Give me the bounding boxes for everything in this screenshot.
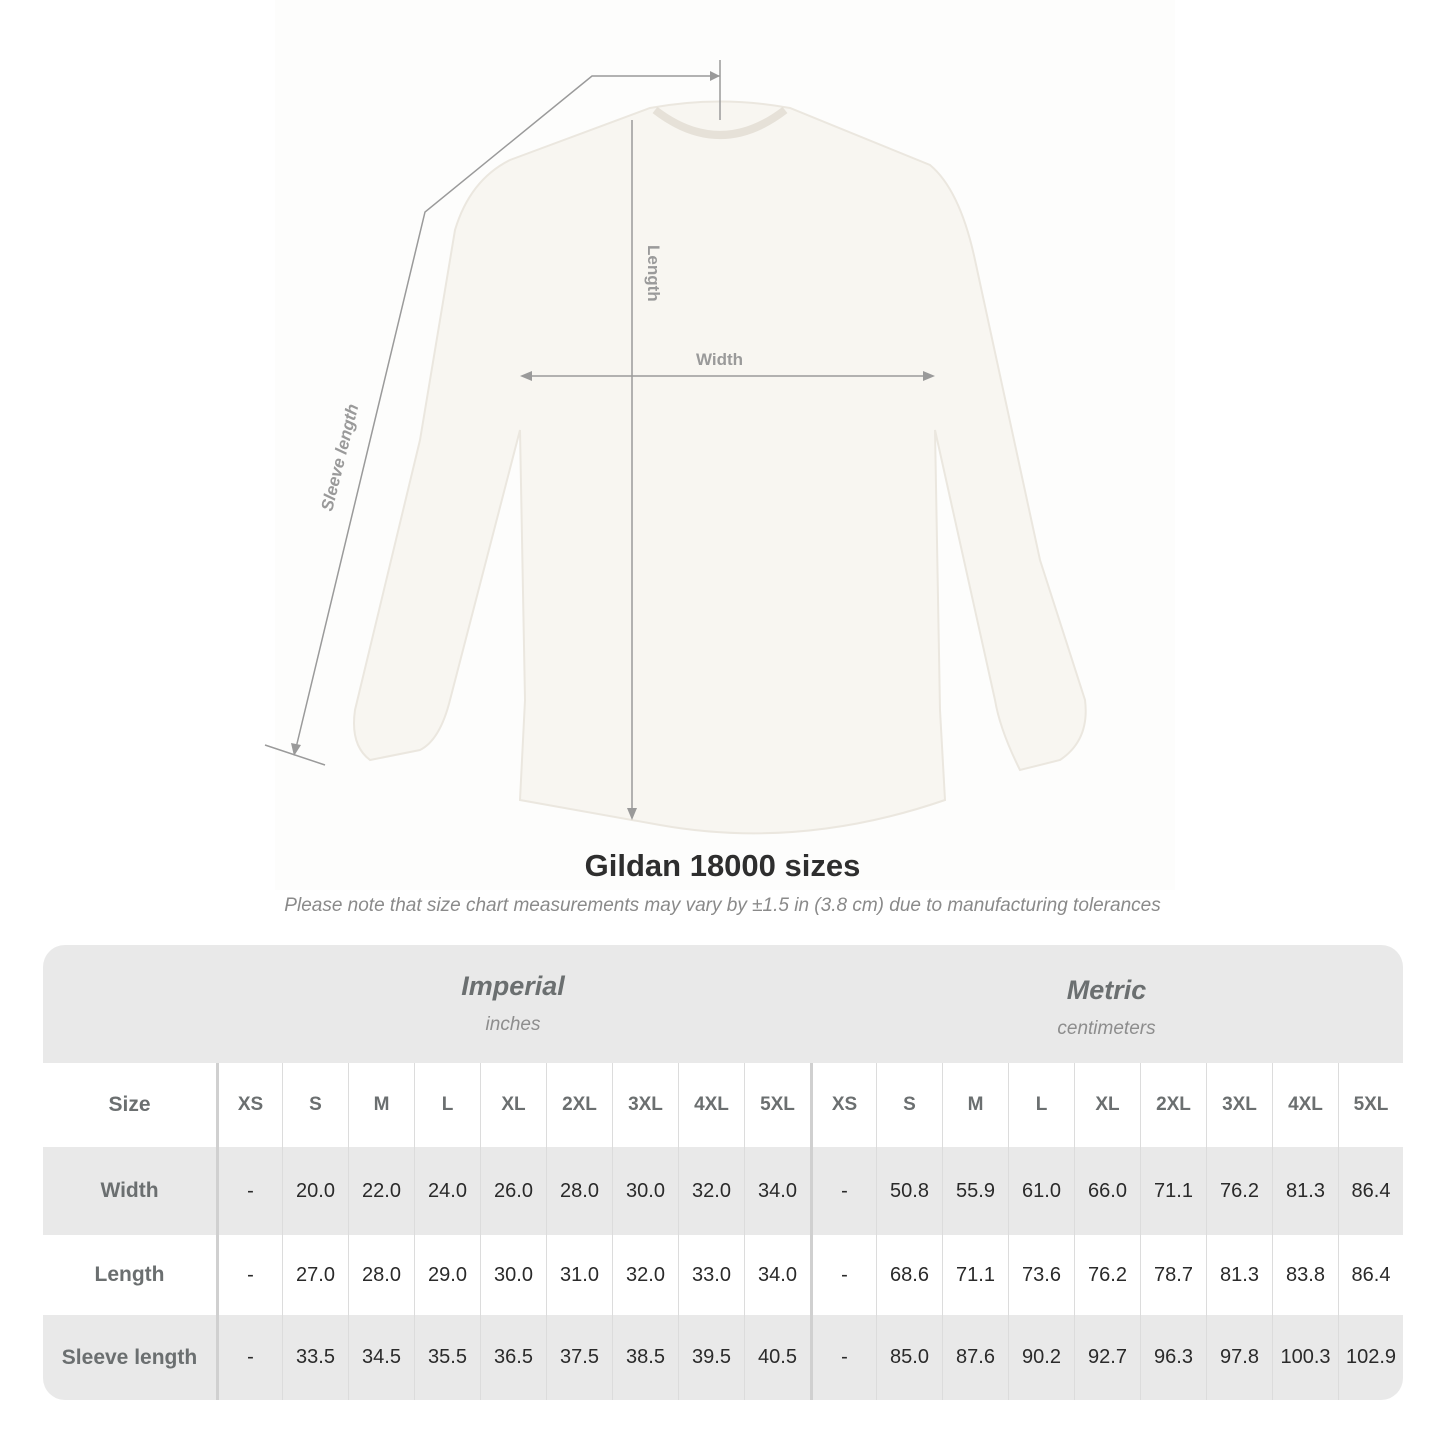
table-row: Length -27.0 28.0 29.0 30.0 31.0 32.0 33.0 34.0-… [43, 1235, 1403, 1315]
imperial-value-cell: 20.0 [282, 1147, 348, 1235]
table-row: Sleeve length -33.5 34.5 35.5 36.5 37.5 38.5 39… [43, 1315, 1403, 1400]
metric-value-cell: 81.3 [1272, 1147, 1338, 1235]
imperial-value-cell: - [216, 1235, 282, 1315]
metric-value-cell: 55.9 [942, 1147, 1008, 1235]
imperial-value-cell: 30.0 [480, 1235, 546, 1315]
imperial-unit: inches [485, 1014, 541, 1035]
imperial-size-header: S [282, 1063, 348, 1147]
metric-value-cell: 90.2 [1008, 1315, 1074, 1400]
metric-size-header: XS [810, 1063, 876, 1147]
imperial-size-header: 5XL [744, 1063, 810, 1147]
imperial-value-cell: 34.5 [348, 1315, 414, 1400]
metric-value-cell: 71.1 [1140, 1147, 1206, 1235]
metric-unit: centimeters [1057, 1018, 1156, 1039]
imperial-value-cell: 28.0 [546, 1147, 612, 1235]
metric-value-cell: 87.6 [942, 1315, 1008, 1400]
imperial-value-cell: 32.0 [678, 1147, 744, 1235]
imperial-value-cell: 35.5 [414, 1315, 480, 1400]
row-label: Sleeve length [61, 1345, 198, 1369]
metric-size-header: XL [1074, 1063, 1140, 1147]
metric-size-header: M [942, 1063, 1008, 1147]
metric-value-cell: - [810, 1315, 876, 1400]
metric-title: Metric [1066, 975, 1147, 1005]
metric-value-cell: 73.6 [1008, 1235, 1074, 1315]
chart-title: Gildan 18000 sizes [584, 848, 861, 883]
metric-value-cell: 81.3 [1206, 1235, 1272, 1315]
metric-header: Metric centimeters [810, 975, 1403, 1040]
size-header-row: Size XS S M L XL 2XL 3XL 4XL 5XL XS S M L XL 2XL 3XL 4XL 5… [43, 1063, 1403, 1147]
imperial-size-header: 4XL [678, 1063, 744, 1147]
imperial-header: Imperial inches [216, 971, 810, 1036]
imperial-value-cell: 39.5 [678, 1315, 744, 1400]
metric-value-cell: 76.2 [1074, 1235, 1140, 1315]
imperial-size-header: M [348, 1063, 414, 1147]
imperial-size-header: XS [216, 1063, 282, 1147]
metric-value-cell: 102.9 [1338, 1315, 1403, 1400]
metric-size-header: L [1008, 1063, 1074, 1147]
imperial-value-cell: 27.0 [282, 1235, 348, 1315]
metric-value-cell: 68.6 [876, 1235, 942, 1315]
imperial-value-cell: 29.0 [414, 1235, 480, 1315]
imperial-size-header: L [414, 1063, 480, 1147]
metric-value-cell: 71.1 [942, 1235, 1008, 1315]
length-label: Length [644, 245, 663, 302]
sweatshirt-image [353, 100, 1087, 835]
metric-value-cell: 76.2 [1206, 1147, 1272, 1235]
measure-lines [264, 60, 930, 815]
imperial-value-cell: 40.5 [744, 1315, 810, 1400]
imperial-value-cell: 33.0 [678, 1235, 744, 1315]
imperial-value-cell: 34.0 [744, 1235, 810, 1315]
imperial-value-cell: 30.0 [612, 1147, 678, 1235]
metric-value-cell: 61.0 [1008, 1147, 1074, 1235]
row-label: Length [94, 1263, 165, 1286]
imperial-value-cell: 37.5 [546, 1315, 612, 1400]
metric-value-cell: 85.0 [876, 1315, 942, 1400]
imperial-value-cell: 36.5 [480, 1315, 546, 1400]
imperial-value-cell: 24.0 [414, 1147, 480, 1235]
imperial-value-cell: 26.0 [480, 1147, 546, 1235]
imperial-value-cell: 28.0 [348, 1235, 414, 1315]
sweatshirt-diagram: Length Width Sleeve length [264, 60, 1087, 835]
metric-value-cell: 50.8 [876, 1147, 942, 1235]
metric-size-header: 5XL [1338, 1063, 1403, 1147]
metric-value-cell: 86.4 [1338, 1235, 1403, 1315]
imperial-size-header: XL [480, 1063, 546, 1147]
row-label: Size [108, 1093, 151, 1116]
imperial-value-cell: - [216, 1315, 282, 1400]
imperial-size-header: 3XL [612, 1063, 678, 1147]
metric-value-cell: 78.7 [1140, 1235, 1206, 1315]
unit-header-band: Imperial inches Metric centimeters [43, 945, 1403, 1063]
metric-value-cell: 96.3 [1140, 1315, 1206, 1400]
metric-value-cell: 92.7 [1074, 1315, 1140, 1400]
metric-size-header: S [876, 1063, 942, 1147]
imperial-value-cell: 31.0 [546, 1235, 612, 1315]
metric-value-cell: 66.0 [1074, 1147, 1140, 1235]
table-row: Width -20.0 22.0 24.0 26.0 28.0 30.0 32.0 34.0-5… [43, 1147, 1403, 1235]
metric-value-cell: 97.8 [1206, 1315, 1272, 1400]
metric-size-header: 4XL [1272, 1063, 1338, 1147]
metric-value-cell: - [810, 1147, 876, 1235]
metric-value-cell: 86.4 [1338, 1147, 1403, 1235]
imperial-title: Imperial [461, 971, 565, 1001]
imperial-value-cell: 34.0 [744, 1147, 810, 1235]
metric-value-cell: - [810, 1235, 876, 1315]
row-label: Width [100, 1179, 159, 1202]
imperial-value-cell: 38.5 [612, 1315, 678, 1400]
sleeve-arrow [294, 75, 720, 753]
metric-size-header: 2XL [1140, 1063, 1206, 1147]
imperial-value-cell: 33.5 [282, 1315, 348, 1400]
imperial-value-cell: - [216, 1147, 282, 1235]
imperial-value-cell: 32.0 [612, 1235, 678, 1315]
width-label: Width [696, 350, 743, 369]
imperial-size-header: 2XL [546, 1063, 612, 1147]
metric-size-header: 3XL [1206, 1063, 1272, 1147]
size-table: Imperial inches Metric centimeters Size X… [43, 945, 1403, 1400]
tolerance-note: Please note that size chart measurements… [284, 895, 1161, 916]
metric-value-cell: 100.3 [1272, 1315, 1338, 1400]
imperial-value-cell: 22.0 [348, 1147, 414, 1235]
metric-value-cell: 83.8 [1272, 1235, 1338, 1315]
